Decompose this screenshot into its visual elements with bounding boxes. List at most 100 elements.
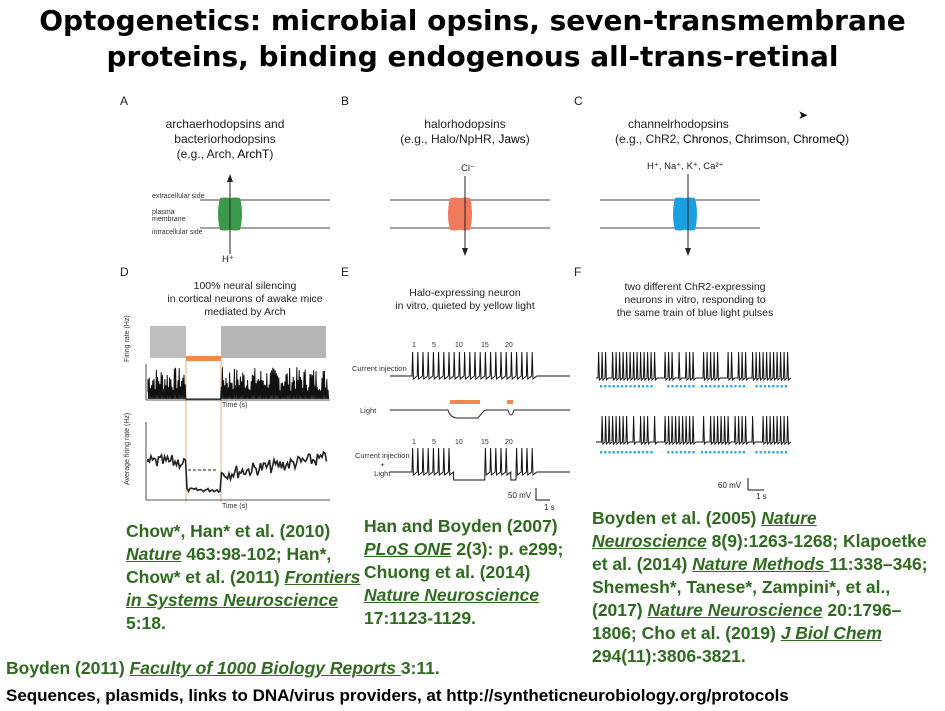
blue-light-pulse xyxy=(650,385,653,388)
intracellular-label: intracellular side xyxy=(152,229,203,236)
panel-f-line1: two different ChR2-expressing xyxy=(624,281,766,293)
blue-light-pulse xyxy=(738,451,741,454)
link-plos-one[interactable]: PLoS ONE xyxy=(364,539,452,559)
slide-title-line1: Optogenetics: microbial opsins, seven-tr… xyxy=(39,4,906,37)
blue-light-pulse xyxy=(759,385,762,388)
panel-a-line1: archaerhodopsins and xyxy=(165,117,285,131)
e-tick-top: 10 xyxy=(455,342,463,349)
blue-light-pulse xyxy=(675,451,678,454)
blue-light-pulse xyxy=(679,385,682,388)
e-tick-top: 15 xyxy=(481,342,489,349)
f-trace-neuron1 xyxy=(596,351,792,382)
panel-d-line2: in cortical neurons of awake mice xyxy=(167,293,323,305)
blue-light-pulse xyxy=(768,451,771,454)
e-trace-current xyxy=(390,351,570,381)
firing-histogram xyxy=(147,367,330,400)
panel-d-line3: mediated by Arch xyxy=(204,306,286,318)
blue-light-pulse xyxy=(667,451,670,454)
blue-light-pulse xyxy=(637,451,640,454)
panel-a-line2: bacteriorhodopsins xyxy=(174,132,276,146)
blue-light-pulse xyxy=(738,385,741,388)
panel-a-caption: archaerhodopsins and bacteriorhodopsins … xyxy=(150,117,300,162)
blue-light-pulse xyxy=(646,451,649,454)
blue-light-pulse xyxy=(633,385,636,388)
blue-light-pulse xyxy=(700,451,703,454)
panel-e-figure xyxy=(390,351,570,501)
link-nature-neuroscience-2014[interactable]: Nature Neuroscience xyxy=(364,585,540,605)
blue-light-pulse xyxy=(784,385,787,388)
blue-light-pulse xyxy=(616,385,619,388)
panel-f-figure xyxy=(596,351,792,491)
blue-light-pulse xyxy=(772,451,775,454)
link-nature-methods[interactable]: Nature Methods xyxy=(692,554,830,574)
blue-light-pulse xyxy=(709,385,712,388)
opsin-diagram-b xyxy=(390,176,550,256)
blue-light-pulse xyxy=(705,385,708,388)
e-tick-top: 20 xyxy=(505,342,513,349)
link-nature-neuroscience-2017[interactable]: Nature Neuroscience xyxy=(647,600,823,620)
e-row1-label: Current injection xyxy=(352,364,407,373)
e-light-bar2 xyxy=(507,400,513,404)
f-pulses1 xyxy=(600,385,787,388)
blue-light-pulse xyxy=(700,385,703,388)
panel-c-line2: (e.g., ChR2, Chronos, Chrimson, ChromeQ) xyxy=(615,132,850,146)
e-tick-top: 5 xyxy=(432,342,436,349)
f-scale-t: 1 s xyxy=(756,492,767,501)
e-scale-v: 50 mV xyxy=(508,491,532,500)
average-firing-trace xyxy=(147,450,328,494)
e-tick-bottom: 20 xyxy=(505,439,513,446)
blue-light-pulse xyxy=(608,385,611,388)
link-nature-2010[interactable]: Nature xyxy=(126,544,182,564)
blue-light-pulse xyxy=(616,451,619,454)
blue-light-pulse xyxy=(650,451,653,454)
blue-light-pulse xyxy=(608,451,611,454)
e-tick-top: 1 xyxy=(412,342,416,349)
panel-d-caption: 100% neural silencing in cortical neuron… xyxy=(140,280,350,319)
link-faculty-1000[interactable]: Faculty of 1000 Biology Reports xyxy=(129,658,401,678)
blue-light-pulse xyxy=(717,451,720,454)
blue-light-pulse xyxy=(742,385,745,388)
blue-light-pulse xyxy=(612,385,615,388)
panel-b-ion: Cl⁻ xyxy=(461,163,475,174)
blue-light-pulse xyxy=(759,451,762,454)
link-jbc[interactable]: J Biol Chem xyxy=(780,623,882,643)
extracellular-label: extracellular side xyxy=(152,193,205,200)
panel-f-line3: the same train of blue light pulses xyxy=(616,307,774,319)
blue-light-pulse xyxy=(621,451,624,454)
e-tick-bottom: 10 xyxy=(455,439,463,446)
panel-c-label: C xyxy=(574,94,583,108)
e-tick-bottom: 15 xyxy=(481,439,489,446)
blue-light-pulse xyxy=(780,451,783,454)
blue-light-pulse xyxy=(671,451,674,454)
blue-light-pulse xyxy=(600,451,603,454)
blue-light-pulse xyxy=(780,385,783,388)
blue-light-pulse xyxy=(734,385,737,388)
panel-a-label: A xyxy=(120,94,129,108)
blue-light-pulse xyxy=(692,385,695,388)
link-frontiers[interactable]: Frontiers in Systems Neuroscience xyxy=(126,567,361,610)
blue-light-pulse xyxy=(717,385,720,388)
blue-light-pulse xyxy=(621,385,624,388)
blue-light-pulse xyxy=(675,385,678,388)
blue-light-pulse xyxy=(730,385,733,388)
citation-left: Chow*, Han* et al. (2010) Nature 463:98-… xyxy=(126,521,361,633)
panel-f-line2: neurons in vitro, responding to xyxy=(624,294,766,306)
blue-light-pulse xyxy=(742,451,745,454)
blue-light-pulse xyxy=(730,451,733,454)
e-row2-label: Light xyxy=(360,406,377,415)
blue-light-pulse xyxy=(604,451,607,454)
mouse-cursor-icon: ➤ xyxy=(798,108,809,122)
blue-light-pulse xyxy=(776,451,779,454)
blue-light-pulse xyxy=(629,385,632,388)
blue-light-pulse xyxy=(721,385,724,388)
blue-light-pulse xyxy=(642,451,645,454)
blue-light-pulse xyxy=(688,385,691,388)
blue-light-pulse xyxy=(713,385,716,388)
membrane-label: membrane xyxy=(152,216,186,223)
blue-light-pulse xyxy=(726,385,729,388)
blue-light-pulse xyxy=(625,385,628,388)
opsin-diagram-c xyxy=(600,174,760,256)
blue-light-pulse xyxy=(692,451,695,454)
panel-d-line1: 100% neural silencing xyxy=(193,280,297,292)
link-nature-neuroscience-2005[interactable]: Nature Neuroscience xyxy=(592,508,817,551)
